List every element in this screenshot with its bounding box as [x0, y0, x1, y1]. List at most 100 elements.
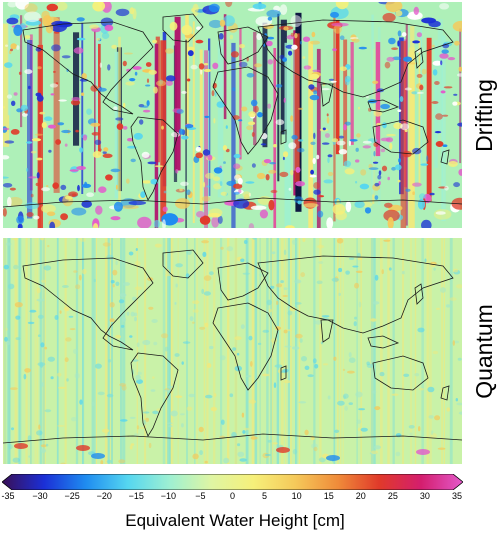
noise-blob [164, 389, 171, 392]
noise-blob [219, 181, 223, 187]
noise-blob [275, 84, 283, 88]
noise-blob [181, 361, 184, 365]
stripe [223, 14, 227, 120]
noise-blob [189, 316, 194, 322]
noise-blob [432, 350, 439, 355]
noise-blob [40, 448, 47, 453]
noise-blob [275, 283, 283, 288]
stripe [96, 238, 97, 464]
stripe [169, 238, 171, 464]
stripe [56, 238, 59, 464]
coastline [212, 66, 279, 155]
noise-blob [55, 139, 61, 145]
colorbar [2, 474, 463, 490]
noise-blob [187, 50, 194, 57]
stripe [316, 48, 321, 228]
drifting-map-panel [3, 2, 462, 228]
noise-blob [271, 251, 276, 255]
noise-blob [435, 141, 444, 147]
noise-blob [290, 15, 302, 28]
noise-blob [76, 37, 86, 41]
noise-blob [13, 264, 19, 270]
noise-blob [122, 282, 130, 286]
noise-blob [385, 2, 403, 13]
noise-blob [405, 188, 411, 192]
stripe [162, 238, 166, 464]
noise-blob [238, 119, 243, 122]
noise-blob [279, 4, 288, 15]
noise-blob [314, 364, 319, 369]
noise-blob [442, 144, 448, 147]
noise-blob [310, 169, 314, 175]
noise-blob [283, 329, 288, 334]
noise-blob [237, 451, 245, 457]
noise-blob [263, 159, 272, 164]
noise-blob [291, 44, 298, 50]
noise-blob [136, 379, 143, 384]
noise-blob [217, 215, 223, 224]
noise-blob [208, 3, 220, 13]
noise-blob [243, 240, 248, 244]
colorbar-tick-label: 25 [387, 491, 398, 501]
noise-blob [303, 203, 319, 208]
noise-blob [364, 207, 372, 214]
noise-blob [109, 302, 115, 308]
stripe [284, 42, 291, 228]
noise-blob [457, 122, 462, 127]
noise-blob [3, 183, 13, 188]
stripe [75, 238, 79, 464]
noise-blob [202, 149, 210, 156]
noise-blob [233, 183, 243, 189]
noise-blob [134, 260, 141, 267]
drifting-label: Drifting [470, 78, 497, 152]
noise-blob [36, 298, 45, 302]
noise-blob [326, 113, 329, 117]
noise-blob [35, 92, 42, 97]
colorbar-tick-label: 30 [419, 491, 430, 501]
noise-blob [256, 33, 262, 41]
stripe [120, 238, 123, 464]
noise-blob [28, 455, 31, 458]
stripe [227, 238, 230, 464]
noise-blob [338, 292, 342, 296]
noise-blob [435, 113, 443, 120]
noise-blob [45, 23, 54, 34]
stripe [387, 238, 390, 464]
noise-blob [148, 306, 154, 310]
noise-blob [195, 152, 203, 159]
noise-blob [223, 457, 230, 464]
noise-blob [54, 315, 59, 320]
stripe [122, 238, 126, 464]
noise-blob [313, 90, 318, 95]
noise-blob [76, 166, 86, 170]
noise-blob [353, 321, 357, 327]
colorbar-tick-label: 0 [229, 491, 236, 501]
noise-blob [12, 457, 20, 463]
noise-blob [311, 31, 316, 38]
noise-blob [359, 183, 370, 190]
noise-blob [3, 264, 9, 270]
noise-blob [65, 337, 72, 342]
noise-blob [362, 145, 371, 149]
colorbar-tick-label: −5 [195, 491, 206, 501]
noise-blob [436, 307, 440, 310]
noise-blob [298, 401, 307, 404]
noise-blob [50, 93, 55, 96]
noise-blob [5, 327, 8, 331]
noise-blob [60, 184, 67, 190]
noise-blob [69, 328, 76, 331]
coastline [217, 26, 269, 65]
noise-blob [242, 272, 250, 275]
stripe [3, 238, 7, 464]
noise-blob [81, 200, 92, 208]
noise-blob [4, 62, 13, 68]
noise-blob [6, 340, 10, 346]
noise-blob [452, 20, 462, 32]
noise-blob [200, 68, 203, 75]
noise-blob [181, 24, 193, 36]
noise-blob [342, 368, 346, 371]
coastline [162, 249, 204, 279]
noise-blob [137, 371, 142, 375]
noise-blob [261, 132, 268, 140]
noise-blob [303, 65, 312, 70]
